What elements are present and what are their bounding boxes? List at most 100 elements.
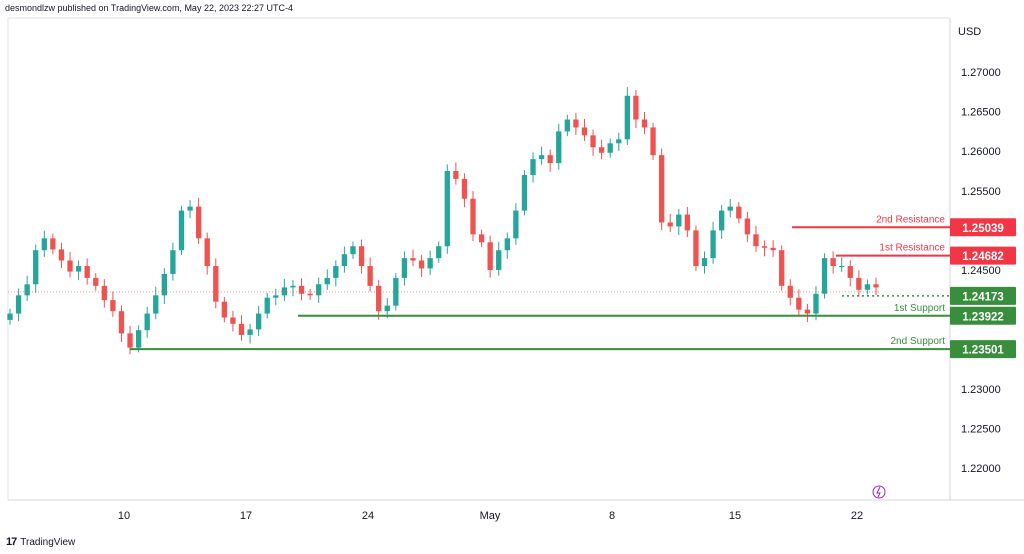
candle-body [504, 238, 510, 251]
candle-body [598, 147, 605, 153]
candle-body [684, 214, 691, 231]
lightning-bolt-shape [876, 486, 881, 498]
candle-body [727, 206, 733, 211]
candle-body [50, 238, 56, 250]
candle-body [564, 119, 570, 132]
candle-body [753, 234, 759, 247]
candle-body [144, 313, 150, 331]
candle-body [221, 301, 228, 318]
candle-body [736, 206, 742, 219]
candle-body [839, 266, 845, 268]
candle-body [744, 218, 751, 235]
x-tick-label: 8 [609, 510, 615, 522]
candle-body [187, 206, 193, 211]
candle-body [813, 293, 819, 314]
candle-body [298, 285, 305, 294]
candle-body [530, 159, 536, 175]
level-price-text-resistance: 1.25039 [962, 223, 1004, 235]
candle-body [573, 119, 579, 128]
candle-body [453, 171, 459, 179]
candle-body [367, 266, 373, 286]
candle-body [787, 285, 793, 298]
candle-body [873, 284, 879, 288]
candle-body [58, 249, 65, 261]
candle-body [624, 95, 631, 140]
candle-body [607, 143, 613, 153]
candle-body [376, 285, 382, 312]
candle-body [135, 330, 142, 348]
level-label-support: 1st Support [894, 303, 945, 314]
x-tick-label: May [480, 510, 501, 522]
y-tick-label: 1.26500 [961, 107, 1001, 119]
y-tick-label: 1.23000 [961, 384, 1001, 396]
x-tick-label: 17 [240, 510, 252, 522]
candle-body [521, 174, 528, 211]
candle-body [538, 155, 545, 160]
candle-body [341, 254, 348, 267]
candle-body [410, 258, 416, 261]
candle-body [667, 222, 673, 227]
candle-body [701, 258, 708, 267]
candle-body [281, 287, 288, 296]
candle-body [178, 210, 185, 251]
candle-body [779, 250, 785, 286]
candle-body [101, 285, 107, 301]
candle-body [161, 273, 167, 296]
candle-body [75, 266, 82, 272]
candle-body [770, 247, 776, 251]
candle-body [15, 295, 22, 314]
candle-body [195, 206, 202, 239]
candle-body [444, 171, 450, 247]
candle-body [358, 246, 365, 267]
x-tick-label: 22 [851, 510, 863, 522]
candle-body [761, 246, 768, 248]
candle-body [641, 119, 648, 128]
candle-body [693, 230, 699, 267]
candle-body [821, 258, 828, 294]
candle-body [676, 214, 682, 227]
candle-body [316, 284, 322, 296]
candle-body [7, 313, 13, 320]
candle-body [350, 246, 356, 255]
level-label-resistance: 1st Resistance [879, 243, 945, 254]
candle-body [581, 127, 588, 136]
candle-body [238, 323, 245, 335]
candle-body [418, 260, 425, 269]
y-tick-label: 1.22500 [961, 423, 1001, 435]
candle-body [830, 258, 836, 267]
candle-body [633, 95, 639, 120]
level-price-tag-support [950, 306, 1016, 325]
candle-body [847, 266, 853, 278]
candle-body [461, 178, 468, 199]
candle-body [213, 266, 219, 302]
candle-body [650, 127, 656, 156]
candle-body [24, 284, 30, 296]
candle-body [436, 246, 442, 259]
level-label-support: 2nd Support [891, 336, 946, 347]
level-price-tag-resistance [950, 218, 1016, 237]
candle-body [33, 250, 39, 285]
candle-body [290, 285, 296, 288]
candle-body [84, 266, 90, 278]
lightning-icon[interactable] [872, 485, 886, 499]
candle-body [804, 309, 811, 314]
candle-body [93, 277, 99, 286]
level-price-text-support: 1.23501 [962, 345, 1004, 357]
tradingview-logo[interactable]: 17 TradingView [6, 536, 75, 548]
level-label-resistance: 2nd Resistance [876, 214, 945, 225]
candle-body [264, 297, 270, 314]
candle-body [384, 305, 390, 312]
candle-body [547, 155, 553, 164]
level-price-text-current: 1.24173 [962, 291, 1004, 303]
level-price-tag-resistance [950, 246, 1016, 265]
y-tick-label: 1.26000 [961, 146, 1001, 158]
x-tick-label: 24 [362, 510, 374, 522]
candle-body [170, 250, 176, 274]
level-price-text-support: 1.23922 [962, 311, 1004, 323]
candle-body [307, 293, 313, 296]
candle-body [67, 260, 73, 272]
candle-body [230, 317, 236, 324]
x-tick-label: 15 [729, 510, 741, 522]
candle-body [487, 242, 493, 270]
